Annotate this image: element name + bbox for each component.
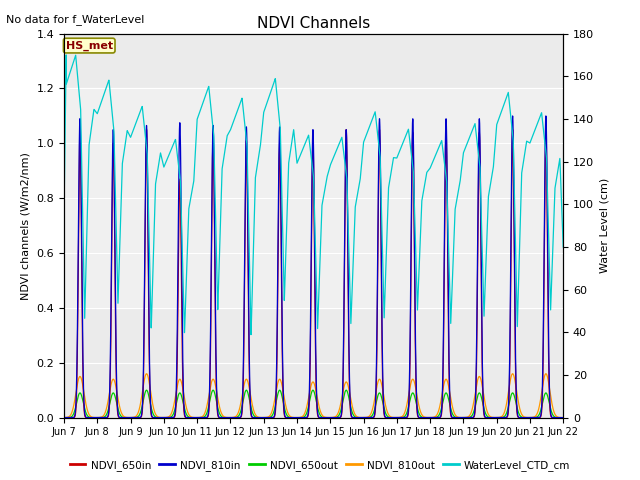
Bar bbox=[64, 88, 563, 308]
Text: HS_met: HS_met bbox=[66, 40, 113, 51]
Text: No data for f_WaterLevel: No data for f_WaterLevel bbox=[6, 14, 145, 25]
Title: NDVI Channels: NDVI Channels bbox=[257, 16, 370, 31]
Legend: NDVI_650in, NDVI_810in, NDVI_650out, NDVI_810out, WaterLevel_CTD_cm: NDVI_650in, NDVI_810in, NDVI_650out, NDV… bbox=[66, 456, 574, 475]
Y-axis label: NDVI channels (W/m2/nm): NDVI channels (W/m2/nm) bbox=[21, 152, 31, 300]
Y-axis label: Water Level (cm): Water Level (cm) bbox=[600, 178, 610, 273]
